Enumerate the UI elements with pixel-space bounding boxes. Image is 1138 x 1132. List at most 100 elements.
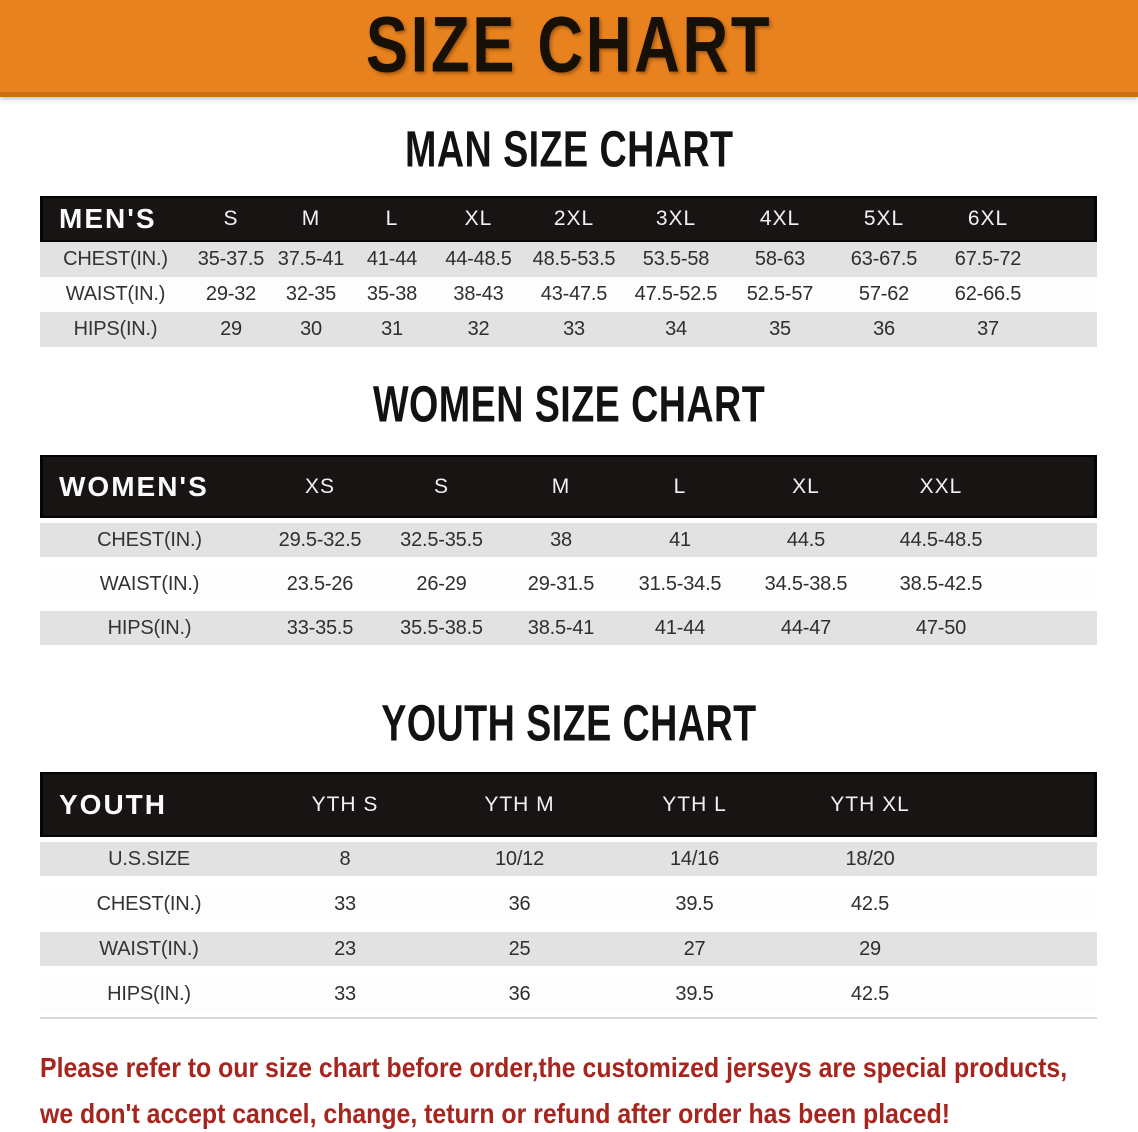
- youth-section-heading-text: YOUTH SIZE CHART: [381, 694, 757, 752]
- size-value-cell: 67.5-72: [936, 242, 1040, 277]
- men-column-header: 4XL: [728, 196, 832, 242]
- women-column-header: M: [502, 455, 620, 518]
- size-value-cell: 44-48.5: [433, 242, 524, 277]
- size-value-cell: 44.5: [740, 518, 872, 562]
- size-value-cell: 34.5-38.5: [740, 562, 872, 606]
- men-section-heading-text: MAN SIZE CHART: [404, 120, 734, 178]
- filler-cell: [958, 882, 1097, 927]
- size-value-cell: 38.5-41: [502, 606, 620, 650]
- banner: SIZE CHART: [0, 0, 1138, 97]
- size-value-cell: 25: [432, 927, 607, 972]
- disclaimer-line-2: we don't accept cancel, change, teturn o…: [40, 1098, 951, 1130]
- size-value-cell: 37: [936, 312, 1040, 347]
- women-row-chest-in: CHEST(IN.) 29.5-32.5 32.5-35.5 38 41 44.5 44.5…: [40, 518, 1097, 562]
- filler-cell: [1010, 518, 1097, 562]
- size-value-cell: 35-38: [351, 277, 433, 312]
- size-value-cell: 47-50: [872, 606, 1010, 650]
- youth-size-table: YOUTH YTH S YTH M YTH L YTH XL U.S.SIZE 8 10/12…: [40, 772, 1097, 1019]
- youth-size-section: YOUTH SIZE CHART YOUTH YTH S YTH M YTH L YTH…: [0, 694, 1138, 1019]
- men-column-header: 2XL: [524, 196, 624, 242]
- size-value-cell: 42.5: [782, 972, 958, 1017]
- disclaimer-line-1: Please refer to our size chart before or…: [40, 1052, 1068, 1084]
- men-column-header: S: [191, 196, 271, 242]
- size-value-cell: 14/16: [607, 837, 782, 882]
- women-column-header: XL: [740, 455, 872, 518]
- youth-column-header: YTH M: [432, 772, 607, 837]
- size-value-cell: 33: [524, 312, 624, 347]
- size-value-cell: 47.5-52.5: [624, 277, 728, 312]
- men-size-section: MAN SIZE CHART MEN'S S M L XL 2XL 3XL 4XL 5XL 6XL…: [0, 120, 1138, 347]
- size-value-cell: 8: [258, 837, 432, 882]
- size-value-cell: 42.5: [782, 882, 958, 927]
- youth-header-row: YOUTH YTH S YTH M YTH L YTH XL: [40, 772, 1097, 837]
- men-corner-label: MEN'S: [40, 196, 191, 242]
- size-value-cell: 35-37.5: [191, 242, 271, 277]
- women-row-hips-in: HIPS(IN.) 33-35.5 35.5-38.5 38.5-41 41-44 44-…: [40, 606, 1097, 650]
- size-value-cell: 32.5-35.5: [381, 518, 502, 562]
- disclaimer: Please refer to our size chart before or…: [0, 1045, 1138, 1132]
- size-value-cell: 29: [191, 312, 271, 347]
- size-value-cell: 31.5-34.5: [620, 562, 740, 606]
- size-value-cell: 18/20: [782, 837, 958, 882]
- men-column-header: 5XL: [832, 196, 936, 242]
- size-value-cell: 44.5-48.5: [872, 518, 1010, 562]
- size-value-cell: 48.5-53.5: [524, 242, 624, 277]
- youth-section-heading: YOUTH SIZE CHART: [0, 694, 1138, 752]
- row-label: WAIST(IN.): [40, 562, 259, 606]
- size-value-cell: 26-29: [381, 562, 502, 606]
- size-value-cell: 31: [351, 312, 433, 347]
- filler-cell: [958, 972, 1097, 1017]
- size-value-cell: 10/12: [432, 837, 607, 882]
- men-row-hips-in: HIPS(IN.) 29 30 31 32 33 34 35 36 37: [40, 312, 1097, 347]
- men-column-header: 6XL: [936, 196, 1040, 242]
- size-value-cell: 38-43: [433, 277, 524, 312]
- men-size-table: MEN'S S M L XL 2XL 3XL 4XL 5XL 6XL CHEST(IN.) 35-37…: [40, 196, 1097, 347]
- women-column-header: XS: [259, 455, 381, 518]
- filler-cell: [1040, 277, 1097, 312]
- men-row-chest-in: CHEST(IN.) 35-37.5 37.5-41 41-44 44-48.5 48.5…: [40, 242, 1097, 277]
- filler-cell: [1010, 455, 1097, 518]
- filler-cell: [1040, 312, 1097, 347]
- row-label: CHEST(IN.): [40, 518, 259, 562]
- women-header-row: WOMEN'S XS S M L XL XXL: [40, 455, 1097, 518]
- youth-corner-label: YOUTH: [40, 772, 258, 837]
- women-size-table: WOMEN'S XS S M L XL XXL CHEST(IN.) 29.5-32.5 32.5…: [40, 455, 1097, 650]
- youth-row-hips-in: HIPS(IN.) 33 36 39.5 42.5: [40, 972, 1097, 1017]
- women-column-header: S: [381, 455, 502, 518]
- size-value-cell: 34: [624, 312, 728, 347]
- size-value-cell: 36: [432, 882, 607, 927]
- size-value-cell: 57-62: [832, 277, 936, 312]
- women-section-heading: WOMEN SIZE CHART: [0, 375, 1138, 432]
- row-label: HIPS(IN.): [40, 312, 191, 347]
- women-row-waist-in: WAIST(IN.) 23.5-26 26-29 29-31.5 31.5-34.5 34…: [40, 562, 1097, 606]
- size-value-cell: 33: [258, 972, 432, 1017]
- size-value-cell: 52.5-57: [728, 277, 832, 312]
- women-column-header: L: [620, 455, 740, 518]
- size-value-cell: 30: [271, 312, 351, 347]
- row-label: WAIST(IN.): [40, 277, 191, 312]
- size-value-cell: 29.5-32.5: [259, 518, 381, 562]
- women-size-section: WOMEN SIZE CHART WOMEN'S XS S M L XL XXL CHEST(…: [0, 375, 1138, 650]
- row-label: HIPS(IN.): [40, 972, 258, 1017]
- filler-cell: [1010, 562, 1097, 606]
- men-column-header: M: [271, 196, 351, 242]
- size-value-cell: 35.5-38.5: [381, 606, 502, 650]
- row-label: CHEST(IN.): [40, 882, 258, 927]
- men-column-header: 3XL: [624, 196, 728, 242]
- youth-column-header: YTH L: [607, 772, 782, 837]
- filler-cell: [958, 927, 1097, 972]
- size-value-cell: 32: [433, 312, 524, 347]
- size-value-cell: 39.5: [607, 882, 782, 927]
- size-value-cell: 44-47: [740, 606, 872, 650]
- size-value-cell: 35: [728, 312, 832, 347]
- filler-cell: [958, 772, 1097, 837]
- size-value-cell: 36: [432, 972, 607, 1017]
- size-value-cell: 36: [832, 312, 936, 347]
- size-value-cell: 23: [258, 927, 432, 972]
- row-label: CHEST(IN.): [40, 242, 191, 277]
- youth-row-waist-in: WAIST(IN.) 23 25 27 29: [40, 927, 1097, 972]
- men-column-header: XL: [433, 196, 524, 242]
- youth-column-header: YTH XL: [782, 772, 958, 837]
- size-value-cell: 37.5-41: [271, 242, 351, 277]
